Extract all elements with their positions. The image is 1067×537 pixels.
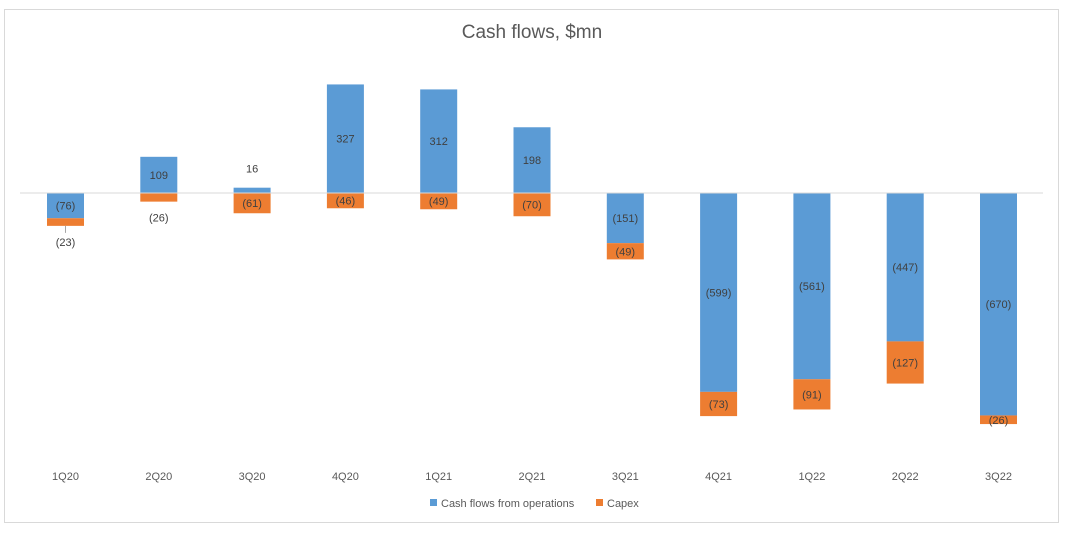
bar-cash-flows-4q21 [700,193,738,392]
label-capex-1q22: (91) [802,389,822,401]
label-capex-3q20: (61) [242,198,262,210]
legend-label-capex: Capex [607,498,639,510]
bar-capex-2q21 [513,193,551,217]
label-cash-flows-1q20: (76) [56,201,76,213]
bar-cash-flows-3q22 [980,193,1017,416]
x-tick-3q22: 3Q22 [985,471,1012,483]
label-cash-flows-3q22: (670) [986,299,1012,311]
label-capex-4q21: (73) [709,399,729,411]
bar-capex-3q21 [606,243,644,260]
label-cash-flows-3q20: 16 [246,164,258,176]
bar-cash-flows-1q20 [47,193,84,219]
x-tick-1q22: 1Q22 [798,471,825,483]
label-capex-2q20: (26) [149,213,169,225]
bar-cash-flows-4q20 [326,84,364,193]
bar-capex-1q22 [793,379,831,410]
label-cash-flows-2q20: 109 [150,170,168,182]
legend-swatch-capex [596,499,603,506]
label-capex-3q22: (26) [989,415,1009,427]
label-capex-3q21: (49) [616,246,636,258]
bar-capex-2q22 [886,341,924,384]
x-tick-2q21: 2Q21 [519,471,546,483]
label-capex-1q20: (23) [56,237,76,249]
bar-cash-flows-2q21 [513,127,551,193]
bar-cash-flows-2q22 [886,193,924,342]
x-tick-1q20: 1Q20 [52,471,79,483]
x-tick-2q20: 2Q20 [145,471,172,483]
x-tick-3q21: 3Q21 [612,471,639,483]
data-labels-layer: (76) (23) 109 (26) 16 (61) 327 (46) 312 (49) 198 (7… [56,134,1012,427]
bar-cash-flows-3q21 [606,193,644,244]
label-cash-flows-2q21: 198 [523,155,541,167]
x-tick-3q20: 3Q20 [239,471,266,483]
bars-layer [47,84,1017,425]
bar-capex-4q21 [700,391,738,417]
bar-cash-flows-1q22 [793,193,831,380]
label-cash-flows-1q21: 312 [430,136,448,148]
bar-capex-3q22 [980,415,1017,425]
x-tick-1q21: 1Q21 [425,471,452,483]
bar-capex-2q20 [140,193,178,202]
bar-cash-flows-3q20 [233,187,271,193]
x-tick-4q20: 4Q20 [332,471,359,483]
label-capex-2q22: (127) [892,357,918,369]
legend: Cash flows from operations Capex [430,498,639,510]
label-cash-flows-3q21: (151) [612,213,638,225]
bar-cash-flows-1q21 [420,89,458,193]
bar-capex-3q20 [233,193,271,214]
x-tick-2q22: 2Q22 [892,471,919,483]
x-axis-ticks: 1Q20 2Q20 3Q20 4Q20 1Q21 2Q21 3Q21 4Q21 1Q22 2Q22… [52,471,1012,483]
legend-swatch-cash-flows [430,499,437,506]
label-capex-2q21: (70) [522,200,542,212]
label-capex-1q21: (49) [429,196,449,208]
bar-capex-1q20 [47,218,84,226]
bar-capex-4q20 [326,193,364,209]
legend-label-cash-flows: Cash flows from operations [441,498,575,510]
x-tick-4q21: 4Q21 [705,471,732,483]
chart-frame [4,9,1059,523]
label-cash-flows-1q22: (561) [799,281,825,293]
bar-cash-flows-2q20 [140,156,178,193]
chart-title: Cash flows, $mn [462,22,602,43]
label-cash-flows-4q21: (599) [706,287,732,299]
label-cash-flows-4q20: 327 [336,134,354,146]
label-cash-flows-2q22: (447) [892,262,918,274]
label-capex-4q20: (46) [336,196,356,208]
bar-capex-1q21 [420,193,458,210]
